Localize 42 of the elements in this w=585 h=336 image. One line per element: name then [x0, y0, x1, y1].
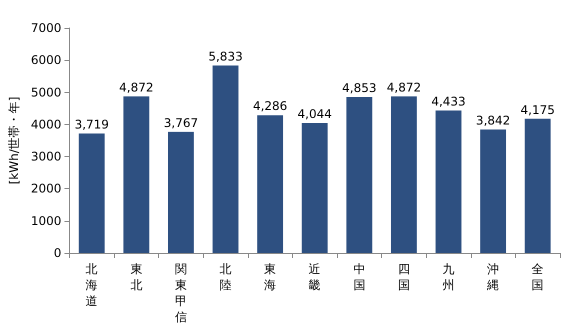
- bar: [524, 118, 551, 253]
- data-label: 3,719: [74, 117, 109, 132]
- x-tick-label: 東海: [264, 262, 276, 292]
- data-label: 4,853: [342, 81, 376, 96]
- bar: [212, 66, 238, 253]
- bar: [436, 110, 462, 253]
- y-tick-label: 6000: [30, 53, 62, 68]
- data-label: 3,842: [476, 114, 510, 128]
- x-tick-label: 近畿: [308, 262, 321, 292]
- bar: [302, 123, 328, 253]
- y-tick-label: 5000: [30, 85, 62, 100]
- bar: [168, 132, 194, 253]
- data-label: 4,872: [119, 80, 154, 94]
- x-tick-label: 全国: [532, 262, 544, 292]
- x-tick-label: 関東甲信: [174, 262, 187, 324]
- data-label: 4,433: [431, 94, 466, 109]
- data-label: 4,175: [520, 102, 555, 117]
- x-tick-label: 中国: [353, 262, 366, 292]
- data-label: 4,872: [386, 80, 422, 94]
- x-tick-label: 東北: [130, 262, 142, 292]
- x-tick-label: 北陸: [220, 262, 232, 292]
- bar: [78, 133, 105, 253]
- bar: [390, 96, 417, 253]
- y-tick-label: 0: [54, 246, 62, 260]
- y-axis-title: [kWh/世帯・年]: [7, 96, 21, 184]
- y-tick-label: 7000: [30, 21, 62, 35]
- bar: [123, 96, 150, 253]
- y-tick-label: 2000: [30, 182, 62, 196]
- data-label: 3,767: [164, 116, 198, 130]
- bar: [346, 97, 372, 253]
- y-tick-label: 4000: [30, 117, 62, 132]
- bar: [480, 130, 506, 253]
- x-tick-label: 九州: [442, 262, 455, 292]
- data-label: 4,044: [298, 107, 332, 122]
- y-tick-label: 1000: [30, 214, 62, 228]
- bar: [257, 115, 284, 253]
- data-label: 5,833: [208, 50, 243, 64]
- data-label: 4,286: [252, 99, 288, 114]
- x-tick-label: 四国: [398, 262, 410, 292]
- x-tick-label: 北海道: [86, 262, 98, 308]
- y-tick-label: 3000: [30, 150, 62, 164]
- x-tick-label: 沖縄: [486, 262, 500, 292]
